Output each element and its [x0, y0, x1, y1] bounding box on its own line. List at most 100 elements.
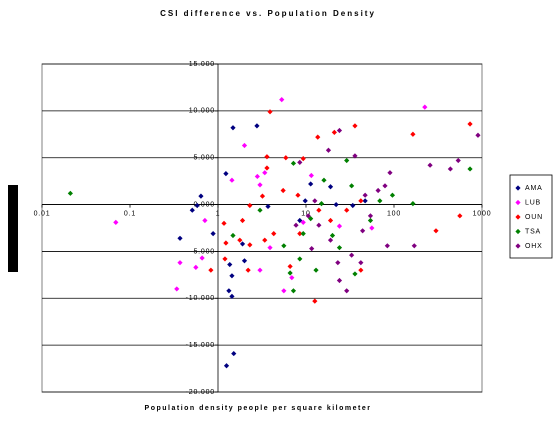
point: [280, 187, 286, 194]
point: [358, 267, 364, 273]
point: [352, 271, 358, 277]
point: [226, 288, 232, 294]
point: [389, 192, 396, 198]
point: [230, 125, 236, 131]
y-tick-label: -5.000: [190, 248, 215, 255]
point: [336, 127, 343, 134]
point: [264, 165, 270, 171]
legend-label: OHX: [525, 243, 543, 250]
point: [433, 228, 439, 234]
point: [241, 142, 248, 149]
point: [362, 192, 368, 198]
point: [336, 223, 343, 229]
point: [257, 207, 263, 213]
point: [300, 231, 306, 237]
point: [237, 237, 243, 243]
legend-marker: [515, 214, 521, 220]
point: [254, 173, 260, 180]
point: [308, 216, 314, 222]
point: [327, 217, 334, 224]
point: [223, 171, 229, 177]
y-axis-title-block: [8, 185, 18, 272]
legend-marker: [515, 243, 521, 249]
point: [308, 172, 314, 179]
point: [358, 198, 364, 204]
point: [223, 240, 229, 246]
point: [177, 235, 183, 241]
point: [262, 237, 268, 243]
point: [309, 246, 315, 252]
point: [297, 217, 303, 224]
x-tick-label: 0.1: [124, 210, 136, 217]
point: [325, 147, 332, 153]
y-tick-label: -10.000: [186, 295, 215, 302]
y-tick-label: 10.000: [189, 108, 215, 115]
point: [264, 154, 270, 160]
point: [384, 243, 390, 249]
point: [287, 263, 293, 270]
point: [360, 228, 366, 234]
point: [297, 159, 303, 165]
point: [349, 252, 355, 258]
point: [229, 177, 235, 183]
point: [312, 198, 318, 204]
point: [297, 256, 303, 262]
point: [455, 157, 461, 164]
point: [230, 232, 236, 239]
point: [198, 193, 204, 199]
point: [281, 243, 287, 249]
point: [475, 132, 481, 138]
point: [411, 243, 417, 249]
legend-marker: [515, 199, 521, 206]
point: [279, 97, 285, 103]
point: [259, 193, 266, 199]
point: [254, 123, 260, 129]
point: [367, 213, 374, 219]
point: [375, 187, 381, 194]
point: [362, 198, 368, 204]
point: [308, 181, 314, 187]
point: [316, 222, 322, 228]
point: [350, 202, 356, 209]
point: [300, 156, 306, 162]
point: [349, 183, 355, 189]
point: [447, 166, 453, 172]
x-tick-label: 0.01: [34, 210, 51, 217]
y-tick-label: -15.000: [186, 342, 215, 349]
point: [231, 350, 237, 357]
point: [210, 231, 216, 237]
point: [287, 270, 293, 276]
point: [313, 267, 319, 273]
point: [221, 220, 227, 226]
point: [289, 275, 295, 281]
point: [227, 261, 233, 268]
y-tick-label: 15.000: [189, 61, 215, 68]
point: [271, 231, 277, 237]
point: [174, 286, 180, 292]
point: [229, 273, 235, 279]
point: [410, 131, 416, 137]
point: [229, 293, 235, 300]
point: [241, 258, 248, 264]
point: [329, 232, 336, 239]
point: [331, 129, 337, 136]
point: [202, 217, 208, 224]
point: [369, 225, 375, 231]
point: [358, 260, 364, 266]
point: [387, 170, 393, 176]
point: [344, 207, 350, 213]
point: [247, 242, 253, 248]
point: [283, 155, 289, 161]
point: [327, 184, 334, 190]
point: [344, 157, 350, 164]
point: [336, 277, 343, 284]
point: [113, 219, 119, 225]
point: [290, 288, 297, 294]
x-tick-label: 100: [387, 210, 401, 217]
point: [318, 201, 325, 207]
point: [223, 363, 230, 369]
point: [267, 245, 273, 251]
point: [239, 241, 246, 247]
